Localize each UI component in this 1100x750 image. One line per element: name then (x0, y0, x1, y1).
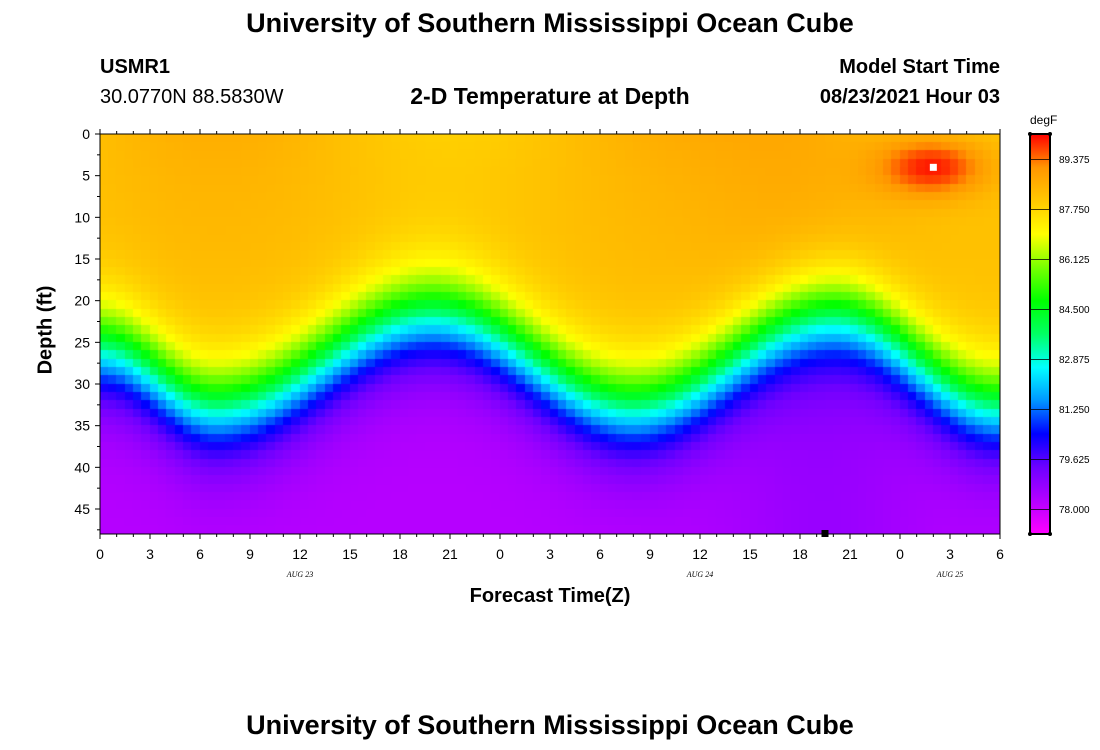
y-tick-label: 35 (74, 418, 90, 434)
page-title: University of Southern Mississippi Ocean… (246, 8, 854, 38)
y-tick-label: 40 (74, 459, 90, 475)
colorbar: 89.375 87.750 86.125 84.500 82.875 81.250 79.6… (1028, 132, 1090, 536)
colorbar-tick-label: 79.625 (1059, 455, 1090, 466)
date-label: AUG 24 (686, 570, 713, 579)
colorbar-end-dot (1028, 132, 1032, 136)
chart-title: 2-D Temperature at Depth (410, 83, 690, 109)
x-tick-label: 3 (146, 546, 154, 562)
x-tick-label: 12 (692, 546, 708, 562)
x-tick-label: 6 (596, 546, 604, 562)
station-coordinates: 30.0770N 88.5830W (100, 86, 284, 108)
x-tick-label: 3 (946, 546, 954, 562)
colorbar-tick-label: 87.750 (1059, 205, 1090, 216)
model-start-label: Model Start Time (839, 56, 1000, 78)
x-tick-label: 0 (96, 546, 104, 562)
y-tick-label: 45 (74, 501, 90, 517)
y-tick-label: 15 (74, 251, 90, 267)
y-axis-title: Depth (ft) (34, 285, 57, 375)
y-tick-label: 0 (82, 126, 90, 142)
colorbar-end-dot (1048, 132, 1052, 136)
x-tick-label: 15 (742, 546, 758, 562)
colorbar-tick-label: 89.375 (1059, 155, 1090, 166)
max-temp-marker (929, 163, 937, 171)
marker-layer (821, 163, 937, 537)
date-label: AUG 23 (286, 570, 313, 579)
y-tick-label: 10 (74, 209, 90, 225)
y-tick-label: 20 (74, 293, 90, 309)
x-tick-label: 6 (996, 546, 1004, 562)
x-tick-label: 18 (792, 546, 808, 562)
x-tick-label: 21 (442, 546, 458, 562)
x-tick-label: 9 (646, 546, 654, 562)
model-start-value: 08/23/2021 Hour 03 (819, 86, 1000, 108)
y-tick-label: 5 (82, 168, 90, 184)
y-tick-label: 30 (74, 376, 90, 392)
station-id: USMR1 (100, 56, 171, 78)
x-tick-label: 18 (392, 546, 408, 562)
x-axis-title: Forecast Time(Z) (469, 585, 631, 607)
x-tick-label: 0 (896, 546, 904, 562)
colorbar-unit: degF (1030, 113, 1058, 127)
colorbar-end-dot (1048, 532, 1052, 536)
x-tick-label: 12 (292, 546, 308, 562)
plot-frame (99, 133, 1001, 535)
x-tick-label: 21 (842, 546, 858, 562)
colorbar-tick-label: 78.000 (1059, 505, 1090, 516)
min-temp-marker (821, 530, 829, 537)
colorbar-tick-label: 84.500 (1059, 305, 1090, 316)
x-tick-label: 3 (546, 546, 554, 562)
x-tick-label: 15 (342, 546, 358, 562)
colorbar-tick-label: 82.875 (1059, 355, 1090, 366)
colorbar-tick-label: 81.250 (1059, 405, 1090, 416)
colorbar-end-dot (1028, 532, 1032, 536)
x-tick-label: 6 (196, 546, 204, 562)
footer-title: University of Southern Mississippi Ocean… (246, 710, 854, 740)
colorbar-tick-label: 86.125 (1059, 255, 1090, 266)
colorbar-gradient (1029, 133, 1051, 535)
temperature-heatmap (100, 134, 1000, 534)
date-label: AUG 25 (936, 570, 963, 579)
x-tick-label: 0 (496, 546, 504, 562)
y-tick-label: 25 (74, 334, 90, 350)
x-tick-label: 9 (246, 546, 254, 562)
